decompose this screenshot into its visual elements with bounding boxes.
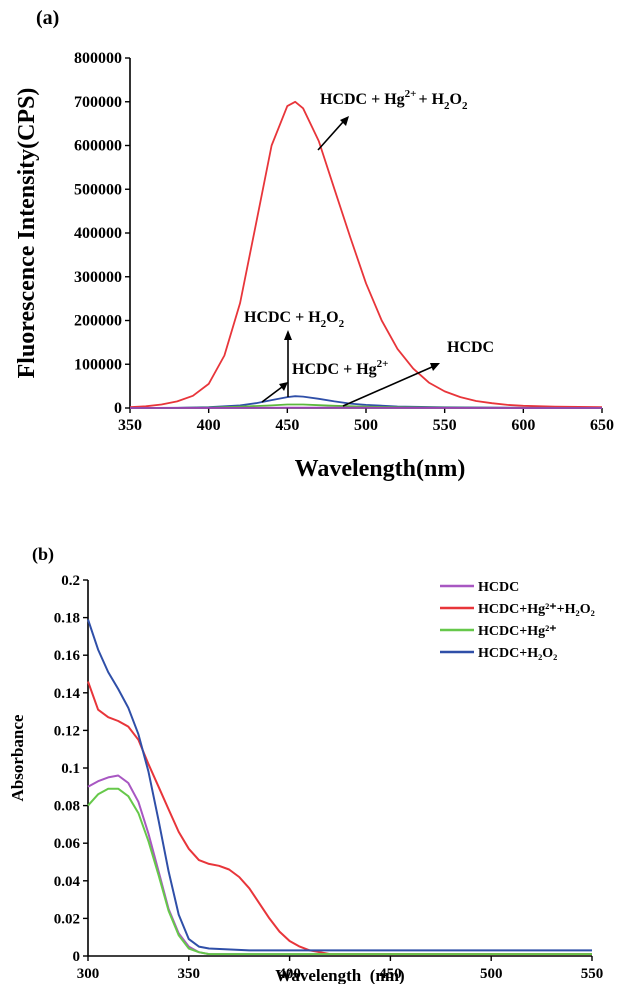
panel-a-label: (a) — [36, 7, 59, 29]
legend-label: HCDC+H₂O₂ — [478, 646, 557, 661]
annotation-hcdc-arrow — [342, 366, 433, 407]
panel-b-x-axis-title: Wavelength (nm) — [275, 966, 404, 984]
panel-a-y-tick-label: 100000 — [74, 356, 122, 373]
panel-a-y-axis-title: Fluorescence Intensity(CPS) — [14, 88, 40, 379]
panel-b-y-ticks: 0 0.02 0.04 0.06 0.08 0.1 0.12 0.14 0.16 0.18 0.2 — [54, 573, 88, 965]
annotation-hcdc: HCDC — [342, 339, 494, 407]
panel-a-y-tick-label: 800000 — [74, 50, 122, 67]
panel-a: 0 100000 200000 300000 400000 500000 600000 700… — [14, 50, 614, 482]
panel-b-x-ticks: 300 350 400 450 500 550 — [77, 956, 604, 982]
panel-b-y-tick-label: 0.02 — [54, 911, 80, 927]
panel-b-x-tick-label: 500 — [480, 966, 503, 982]
panel-a-series-line-0 — [129, 100, 603, 408]
annotation-hcdc-hg-h2o2: HCDC + Hg2+ + H2O2 — [317, 88, 468, 151]
panel-a-series — [129, 100, 603, 409]
panel-a-y-tick-label: 700000 — [74, 94, 122, 111]
panel-b-y-tick-label: 0.16 — [54, 648, 81, 664]
annotation-hcdc-h2o2-arrowhead — [284, 330, 292, 340]
panel-a-x-tick-label: 550 — [433, 417, 457, 434]
panel-a-x-tick-label: 350 — [118, 417, 142, 434]
legend-label: HCDC+Hg²⁺+H₂O₂ — [478, 602, 595, 617]
annotation-hcdc-hg-text: HCDC + Hg2+ — [292, 358, 388, 378]
annotation-hcdc-hg-arrowhead — [279, 382, 288, 391]
panel-b-y-tick-label: 0.1 — [61, 761, 80, 777]
annotation-hcdc-h2o2: HCDC + H2O2 — [244, 309, 345, 397]
panel-a-y-tick-label: 600000 — [74, 138, 122, 155]
annotation-hcdc-h2o2-text: HCDC + H2O2 — [244, 309, 345, 330]
panel-b-series — [87, 619, 592, 956]
panel-b-y-tick-label: 0.12 — [54, 723, 80, 739]
annotation-hcdc-hg: HCDC + Hg2+ — [261, 358, 388, 403]
panel-b-legend: HCDC HCDC+Hg²⁺+H₂O₂ HCDC+Hg²⁺ HCDC+H₂O₂ — [440, 580, 595, 661]
panel-b-series-line-3 — [87, 619, 592, 952]
panel-b-y-tick-label: 0 — [73, 949, 81, 965]
panel-a-y-tick-label: 200000 — [74, 313, 122, 330]
panel-b-y-axis-title: Absorbance — [8, 714, 27, 801]
panel-a-x-tick-label: 400 — [197, 417, 221, 434]
panel-a-y-ticks: 0 100000 200000 300000 400000 500000 600000 700… — [74, 50, 130, 417]
panel-a-y-tick-label: 500000 — [74, 181, 122, 198]
panel-a-axes — [129, 58, 602, 409]
panel-a-x-axis-title: Wavelength(nm) — [295, 456, 466, 482]
panel-b-label: (b) — [32, 544, 54, 565]
panel-a-x-tick-label: 600 — [511, 417, 535, 434]
panel-a-y-tick-label: 0 — [114, 400, 122, 417]
annotation-hcdc-text: HCDC — [447, 339, 494, 356]
panel-a-y-tick-label: 400000 — [74, 225, 122, 242]
legend-label: HCDC+Hg²⁺ — [478, 624, 557, 639]
panel-b-x-tick-label: 300 — [77, 966, 100, 982]
panel-b-y-tick-label: 0.06 — [54, 836, 81, 852]
panel-a-x-ticks: 350 400 450 500 550 600 650 — [118, 408, 614, 434]
panel-b-y-tick-label: 0.2 — [61, 573, 80, 589]
annotation-hcdc-hg-h2o2-text: HCDC + Hg2+ + H2O2 — [320, 88, 468, 112]
panel-b-series-line-0 — [87, 774, 592, 956]
annotation-hcdc-hg-h2o2-arrow — [317, 121, 344, 151]
panel-a-x-tick-label: 650 — [590, 417, 614, 434]
annotation-hcdc-hg-arrow — [261, 386, 283, 403]
panel-a-x-tick-label: 500 — [354, 417, 378, 434]
panel-b: 00.020.040.060.080.10.120.140.160.180.2 … — [8, 573, 603, 984]
panel-a-x-tick-label: 450 — [275, 417, 299, 434]
panel-b-x-tick-label: 550 — [581, 966, 604, 982]
panel-b-x-tick-label: 350 — [178, 966, 201, 982]
panel-a-y-tick-label: 300000 — [74, 269, 122, 286]
legend-label: HCDC — [478, 580, 519, 595]
panel-b-y-tick-label: 0.18 — [54, 611, 80, 627]
panel-b-y-tick-label: 0.08 — [54, 799, 80, 815]
annotation-hcdc-arrowhead — [430, 363, 440, 371]
panel-b-x-tick-label: 450 — [379, 966, 402, 982]
panel-b-y-tick-label: 0.14 — [54, 686, 81, 702]
annotation-hcdc-hg-h2o2-arrowhead — [340, 116, 349, 126]
panel-b-series-line-1 — [87, 681, 592, 956]
panel-b-series-line-2 — [87, 787, 592, 956]
panel-b-x-tick-label: 400 — [278, 966, 301, 982]
panel-b-y-tick-label: 0.04 — [54, 874, 81, 890]
